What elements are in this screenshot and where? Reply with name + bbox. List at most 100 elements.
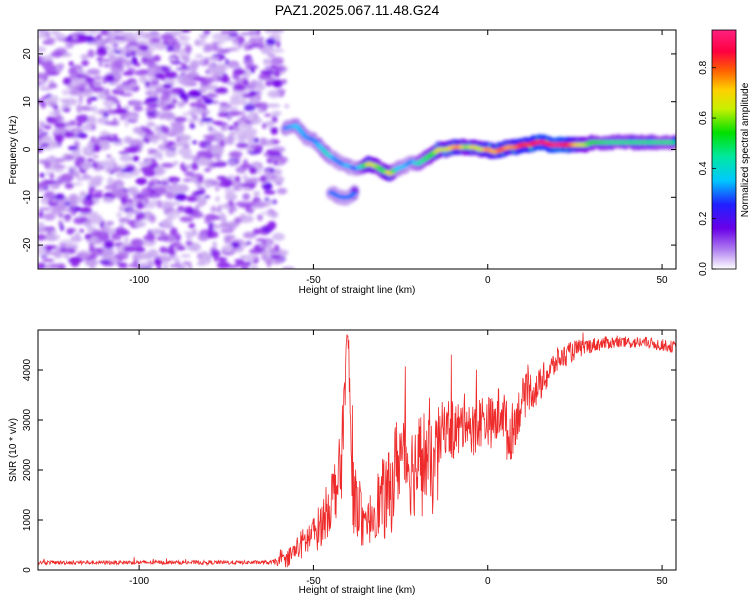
noise-blob xyxy=(263,190,276,195)
noise-blob xyxy=(135,211,146,221)
noise-blob xyxy=(65,130,70,135)
noise-blob xyxy=(173,116,188,122)
noise-blob xyxy=(248,96,258,106)
noise-blob xyxy=(64,214,72,218)
noise-blob xyxy=(223,141,235,145)
noise-blob xyxy=(47,37,56,45)
noise-blob xyxy=(45,180,57,184)
noise-blob xyxy=(65,121,73,127)
noise-blob xyxy=(135,144,142,149)
noise-blob xyxy=(77,250,91,259)
snr-y-ticks: 0 1000 2000 3000 4000 xyxy=(22,358,676,573)
noise-blob xyxy=(96,161,104,166)
noise-blob xyxy=(255,93,262,101)
noise-blob xyxy=(50,30,61,36)
noise-blob xyxy=(220,178,234,187)
noise-blob xyxy=(119,154,133,162)
noise-blob xyxy=(38,209,44,219)
noise-blob xyxy=(197,157,211,166)
noise-blob xyxy=(83,220,93,228)
noise-blob xyxy=(243,115,252,121)
noise-blob xyxy=(147,67,156,72)
noise-blob xyxy=(216,48,224,52)
noise-blob xyxy=(69,77,82,87)
noise-blob xyxy=(60,98,70,103)
colorbar-tick-label: 0.8 xyxy=(698,60,709,74)
y-tick-label: 0 xyxy=(22,567,33,573)
noise-blob xyxy=(38,35,47,39)
noise-blob xyxy=(160,34,174,40)
noise-blob xyxy=(64,155,72,160)
noise-blob xyxy=(180,93,190,101)
noise-blob xyxy=(123,136,133,144)
noise-blob xyxy=(236,143,249,148)
noise-blob xyxy=(135,203,149,209)
noise-blob xyxy=(114,36,125,40)
noise-blob xyxy=(239,98,248,106)
noise-blob xyxy=(144,81,151,87)
noise-blob xyxy=(49,172,55,181)
noise-blob xyxy=(81,146,95,151)
noise-blob xyxy=(182,36,191,41)
noise-blob xyxy=(248,30,257,37)
noise-blob xyxy=(53,247,61,251)
spectrogram-y-ticks: -20 -10 0 10 20 xyxy=(22,48,676,252)
noise-blob xyxy=(133,105,144,112)
noise-blob xyxy=(83,200,90,204)
noise-blob xyxy=(90,139,101,144)
noise-blob xyxy=(68,61,74,67)
noise-blob xyxy=(276,40,281,48)
noise-blob xyxy=(43,212,56,221)
noise-blob xyxy=(78,95,83,105)
noise-blob xyxy=(156,265,162,269)
noise-blob xyxy=(102,197,115,203)
noise-blob xyxy=(197,109,211,114)
noise-blob xyxy=(138,262,152,268)
noise-blob xyxy=(216,206,222,214)
noise-blob xyxy=(93,155,99,158)
noise-blob xyxy=(264,197,270,201)
y-tick-label: 0 xyxy=(22,146,33,152)
noise-blob xyxy=(92,105,98,115)
noise-blob xyxy=(116,212,122,218)
noise-blob xyxy=(276,187,288,195)
noise-blob xyxy=(120,92,133,97)
noise-blob xyxy=(50,141,59,149)
noise-blob xyxy=(200,58,206,64)
noise-blob xyxy=(54,121,67,129)
noise-blob xyxy=(53,164,66,169)
noise-blob xyxy=(259,175,267,183)
noise-blob xyxy=(162,126,170,134)
colorbar-label: Normalized spectral amplitude xyxy=(740,82,750,217)
noise-blob xyxy=(77,213,90,218)
noise-blob xyxy=(152,55,161,62)
noise-blob xyxy=(148,44,156,53)
noise-blob xyxy=(182,178,193,182)
noise-blob xyxy=(242,80,249,86)
noise-blob xyxy=(102,249,115,257)
noise-blob xyxy=(267,89,282,99)
noise-blob xyxy=(239,110,246,115)
noise-blob xyxy=(87,30,100,35)
noise-blob xyxy=(246,260,252,267)
noise-blob xyxy=(265,37,276,46)
noise-blob xyxy=(116,84,124,92)
noise-blob xyxy=(55,234,61,240)
noise-blob xyxy=(104,121,117,125)
noise-blob xyxy=(41,78,47,86)
noise-blob xyxy=(240,265,250,269)
noise-blob xyxy=(223,236,232,244)
noise-blob xyxy=(118,265,129,269)
noise-blob xyxy=(92,197,100,205)
noise-blob xyxy=(38,159,50,164)
noise-blob xyxy=(55,193,65,200)
noise-blob xyxy=(205,134,216,142)
noise-blob xyxy=(118,151,129,155)
noise-blob xyxy=(250,66,255,74)
noise-blob xyxy=(213,253,218,263)
noise-blob xyxy=(67,35,73,41)
noise-blob xyxy=(264,113,272,117)
noise-blob xyxy=(187,111,192,116)
noise-blob xyxy=(242,193,250,201)
